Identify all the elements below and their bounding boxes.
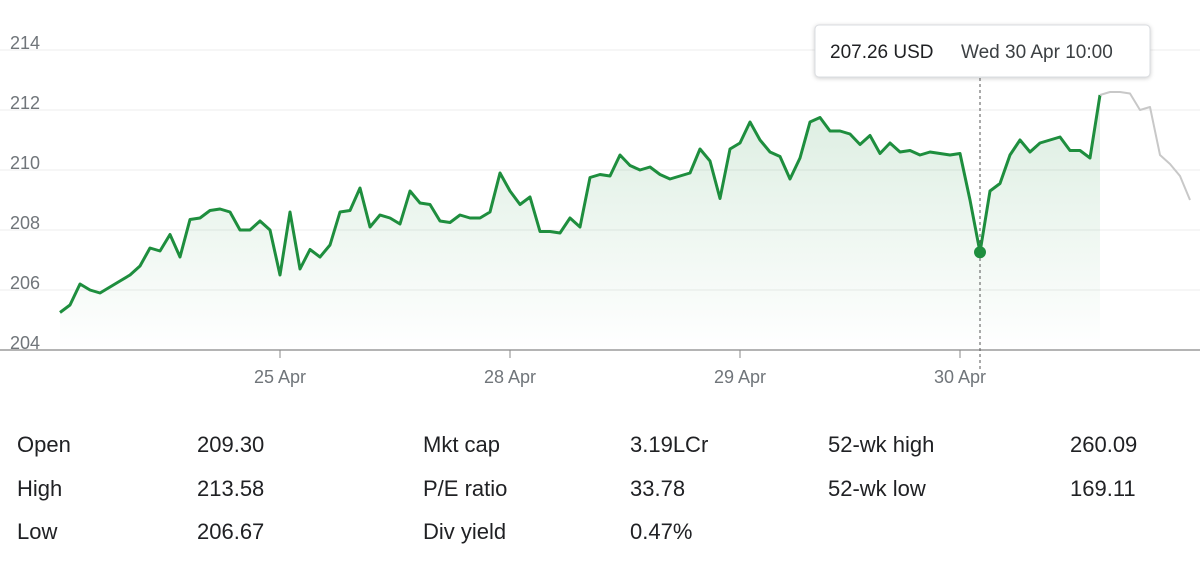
y-tick-label: 208 (10, 213, 40, 233)
stat-label: Low (17, 519, 58, 544)
stat-value: 206.67 (197, 519, 265, 544)
stat-value: 209.30 (197, 432, 265, 457)
tooltip-value: 207.26 USD (830, 42, 934, 63)
price-line (59, 94, 1102, 314)
stat-label: Div yield (423, 519, 507, 544)
price-line (1099, 91, 1191, 201)
y-tick-label: 206 (10, 273, 40, 293)
stat-value: 3.19LCr (630, 432, 709, 457)
x-tick-label: 30 Apr (934, 367, 986, 387)
y-tick-label: 210 (10, 153, 40, 173)
tooltip-box (814, 24, 1151, 78)
area-fill (60, 95, 1100, 350)
x-tick-label: 29 Apr (714, 367, 766, 387)
stat-label: 52-wk high (828, 432, 935, 457)
stat-value: 260.09 (1070, 432, 1138, 457)
x-tick-label: 25 Apr (254, 367, 306, 387)
tooltip-time: Wed 30 Apr 10:00 (961, 42, 1113, 63)
stat-value: 0.47% (630, 519, 693, 544)
stat-label: 52-wk low (828, 476, 926, 501)
y-tick-label: 214 (10, 33, 40, 53)
x-tick-label: 28 Apr (484, 367, 536, 387)
hover-point (974, 246, 986, 259)
tooltip: 207.26 USD Wed 30 Apr 10:00 (814, 24, 1151, 78)
stat-value: 213.58 (197, 476, 265, 501)
stat-label: Mkt cap (423, 432, 501, 457)
y-tick-label: 212 (10, 93, 40, 113)
stat-label: P/E ratio (423, 476, 508, 501)
stat-label: High (17, 476, 63, 501)
stat-label: Open (17, 432, 71, 457)
chart: 204 206 208 210 212 214 25 Apr 28 Apr 29 Apr 30 A… (0, 24, 1200, 387)
stat-value: 169.11 (1070, 476, 1136, 501)
stat-value: 33.78 (630, 476, 686, 501)
y-tick-label: 204 (10, 333, 40, 353)
